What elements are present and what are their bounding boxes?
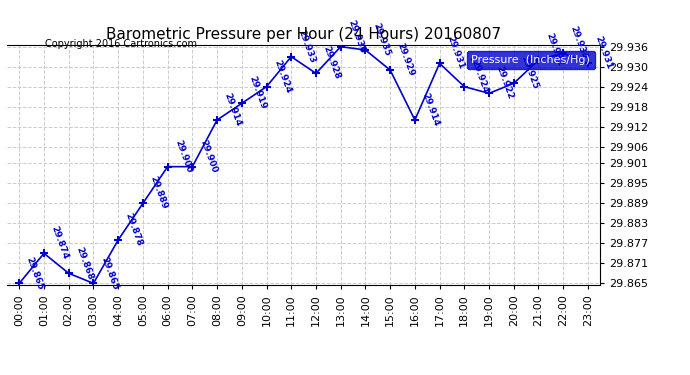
Text: 29.868: 29.868 — [75, 245, 95, 281]
Legend: Pressure  (Inches/Hg): Pressure (Inches/Hg) — [467, 51, 595, 69]
Title: Barometric Pressure per Hour (24 Hours) 20160807: Barometric Pressure per Hour (24 Hours) … — [106, 27, 501, 42]
Text: 29.924: 29.924 — [272, 58, 293, 94]
Text: 29.865: 29.865 — [25, 255, 45, 291]
Text: 29.865: 29.865 — [99, 255, 119, 291]
Text: 29.900: 29.900 — [198, 139, 218, 174]
Text: 29.932: 29.932 — [544, 32, 564, 68]
Text: 29.931: 29.931 — [445, 35, 466, 71]
Text: 29.878: 29.878 — [124, 212, 144, 248]
Text: Copyright 2016 Cartronics.com: Copyright 2016 Cartronics.com — [45, 39, 197, 50]
Text: 29.924: 29.924 — [470, 58, 491, 94]
Text: 29.933: 29.933 — [297, 28, 317, 64]
Text: 29.936: 29.936 — [346, 18, 366, 54]
Text: 29.914: 29.914 — [223, 92, 243, 128]
Text: 29.929: 29.929 — [395, 42, 416, 78]
Text: 29.934: 29.934 — [569, 25, 589, 61]
Text: 29.900: 29.900 — [173, 139, 193, 174]
Text: 29.919: 29.919 — [247, 75, 268, 111]
Text: 29.889: 29.889 — [148, 175, 169, 211]
Text: 29.928: 29.928 — [322, 45, 342, 81]
Text: 29.914: 29.914 — [420, 92, 441, 128]
Text: 29.922: 29.922 — [495, 65, 515, 101]
Text: 29.925: 29.925 — [520, 55, 540, 91]
Text: 29.935: 29.935 — [371, 22, 391, 57]
Text: 29.874: 29.874 — [50, 225, 70, 261]
Text: 29.931: 29.931 — [593, 35, 614, 71]
